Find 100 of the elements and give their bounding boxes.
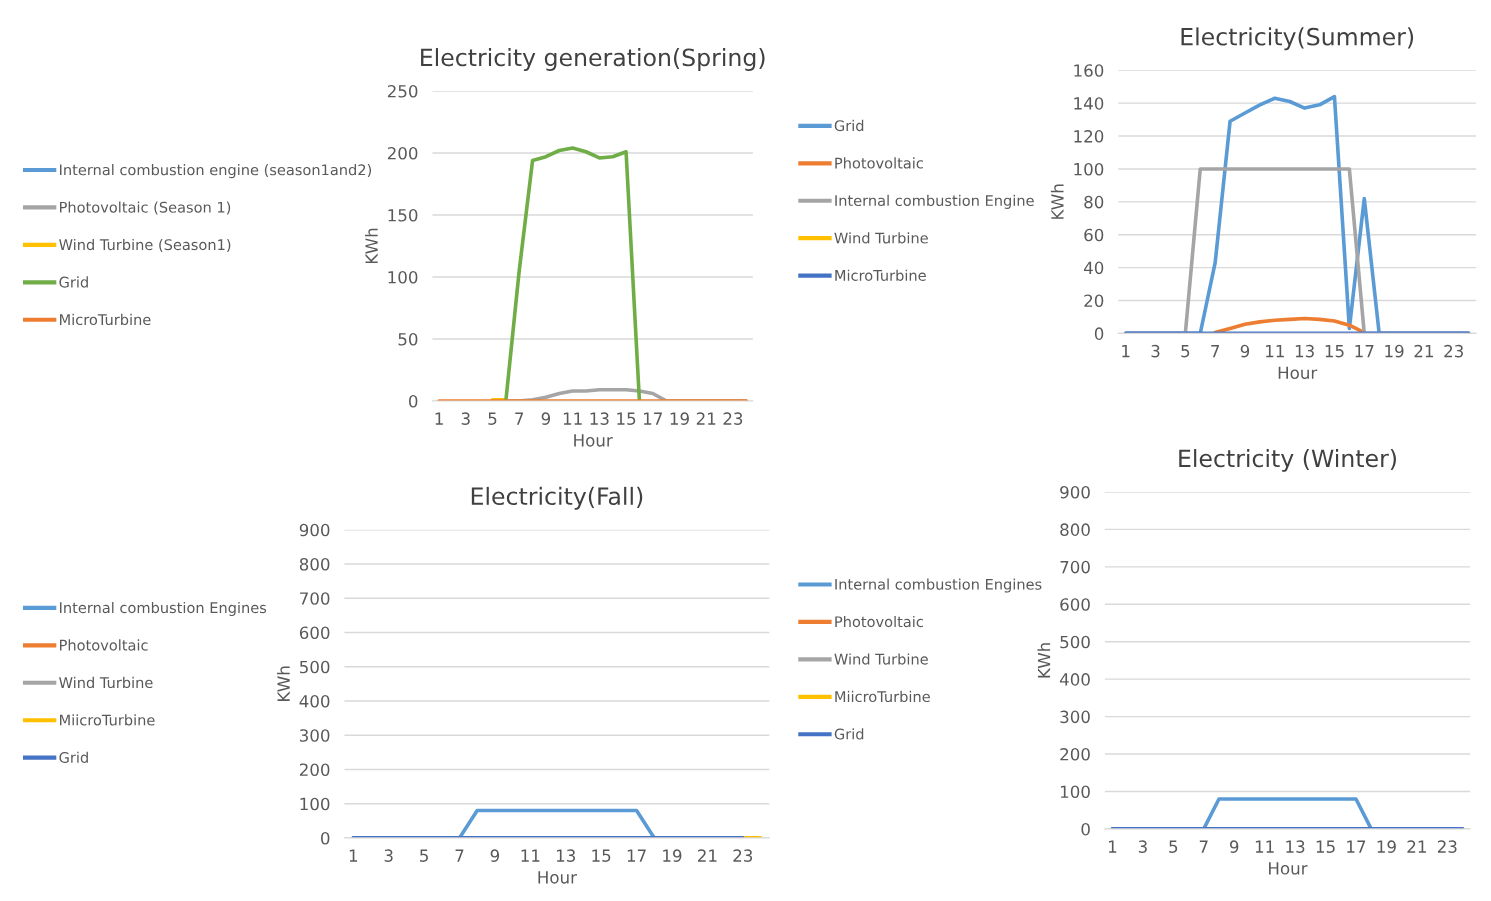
- x-axis-title: Hour: [538, 871, 577, 884]
- x-tick-label: 11: [1255, 840, 1274, 853]
- legend-label: Internal combustion Engine: [835, 194, 1034, 209]
- y-tick-label: 100: [1074, 162, 1104, 176]
- x-tick-label: 21: [1407, 840, 1426, 853]
- y-tick-label: 40: [1083, 261, 1104, 275]
- x-tick-label: 17: [1355, 344, 1374, 358]
- x-tick-label: 7: [1211, 344, 1220, 358]
- y-tick-label: 900: [1060, 485, 1090, 499]
- legend-label: Internal combustion Engines: [60, 601, 267, 617]
- x-tick-label: 1: [349, 849, 358, 862]
- legend-label: Wind Turbine: [834, 232, 928, 244]
- y-tick-label: 140: [1074, 97, 1104, 110]
- chart-title: Electricity generation(Spring): [421, 48, 765, 71]
- x-tick-label: 13: [1295, 344, 1314, 358]
- x-tick-label: 15: [592, 849, 611, 862]
- y-tick-label: 300: [299, 729, 330, 742]
- x-tick-label: 9: [541, 412, 551, 425]
- x-tick-label: 21: [1414, 344, 1433, 358]
- y-tick-label: 0: [1094, 327, 1104, 340]
- y-tick-label: 800: [299, 557, 330, 571]
- legend-label: Internal combustion Engines: [835, 578, 1042, 593]
- legend-label: Grid: [59, 751, 88, 763]
- x-tick-label: 1: [1122, 344, 1130, 358]
- x-axis-title: Hour: [1278, 366, 1318, 380]
- legend-label: Wind Turbine (Season1): [59, 238, 231, 252]
- y-tick-label: 700: [1060, 560, 1090, 574]
- y-axis-title: KWh: [1037, 643, 1051, 678]
- legend-label: MiicroTurbine: [835, 690, 930, 703]
- x-tick-label: 3: [1138, 840, 1147, 853]
- x-tick-label: 23: [1437, 840, 1457, 853]
- y-tick-label: 500: [300, 660, 330, 674]
- legend-label: Photovoltaic: [60, 639, 148, 651]
- x-tick-label: 19: [1385, 344, 1404, 358]
- x-tick-label: 1: [435, 412, 443, 425]
- y-tick-label: 600: [299, 626, 330, 640]
- x-tick-label: 5: [1169, 840, 1178, 853]
- chart-title: Electricity (Winter): [1179, 449, 1396, 472]
- x-tick-label: 17: [1347, 840, 1366, 853]
- x-tick-label: 15: [1316, 840, 1335, 853]
- legend-label: MiicroTurbine: [60, 714, 155, 726]
- legend-label: Internal combustion engine (season1and2): [60, 164, 372, 179]
- x-tick-label: 23: [733, 849, 753, 862]
- y-tick-label: 20: [1084, 294, 1104, 308]
- x-tick-label: 9: [1229, 840, 1239, 853]
- x-tick-label: 17: [644, 412, 662, 425]
- y-tick-label: 200: [1060, 748, 1090, 761]
- y-tick-label: 200: [299, 763, 330, 777]
- y-tick-label: 120: [1074, 130, 1104, 143]
- chart-title: Electricity(Summer): [1181, 27, 1414, 51]
- y-tick-label: 150: [388, 208, 418, 222]
- y-tick-label: 100: [388, 270, 418, 284]
- x-tick-label: 13: [590, 412, 609, 425]
- x-tick-label: 7: [515, 412, 524, 425]
- x-tick-label: 23: [1444, 344, 1463, 358]
- y-tick-label: 80: [1084, 195, 1104, 209]
- x-tick-label: 5: [1181, 344, 1190, 358]
- legend-label: Wind Turbine: [834, 653, 928, 665]
- x-tick-label: 3: [1151, 344, 1160, 358]
- x-tick-label: 19: [1377, 840, 1396, 853]
- x-tick-label: 11: [521, 849, 540, 862]
- x-tick-label: 7: [1199, 840, 1208, 853]
- y-axis-title: KWh: [277, 666, 290, 701]
- chart-title: Electricity(Fall): [471, 486, 643, 510]
- x-tick-label: 19: [670, 412, 689, 425]
- x-tick-label: 11: [563, 412, 582, 425]
- legend-label: MicroTurbine: [60, 313, 151, 326]
- y-tick-label: 200: [387, 146, 418, 160]
- y-tick-label: 50: [398, 332, 418, 346]
- x-tick-label: 11: [1266, 344, 1284, 358]
- y-tick-label: 0: [409, 394, 418, 408]
- x-tick-label: 13: [1286, 840, 1305, 853]
- y-tick-label: 100: [1060, 785, 1090, 799]
- y-tick-label: 0: [1081, 822, 1090, 836]
- legend-label: Grid: [834, 119, 864, 132]
- y-axis-title: KWh: [1050, 184, 1064, 219]
- y-tick-label: 600: [1060, 598, 1090, 611]
- x-tick-label: 5: [488, 412, 497, 425]
- x-tick-label: 21: [698, 849, 717, 862]
- y-tick-label: 700: [300, 592, 330, 605]
- legend-label: Grid: [834, 728, 864, 740]
- y-tick-label: 0: [321, 831, 330, 845]
- x-tick-label: 7: [455, 849, 464, 862]
- y-tick-label: 800: [1060, 523, 1090, 536]
- y-tick-label: 160: [1074, 64, 1104, 77]
- x-tick-label: 15: [617, 412, 636, 425]
- x-axis-title: Hour: [574, 434, 613, 447]
- legend-label: Photovoltaic (Season 1): [60, 201, 231, 215]
- x-tick-label: 5: [420, 849, 428, 862]
- x-tick-label: 23: [723, 412, 743, 425]
- y-tick-label: 900: [299, 523, 330, 537]
- y-tick-label: 500: [1060, 635, 1090, 649]
- legend-label: Photovoltaic: [835, 615, 923, 628]
- y-tick-label: 100: [300, 797, 330, 811]
- x-axis-title: Hour: [1269, 862, 1308, 875]
- x-tick-label: 17: [627, 849, 646, 862]
- x-tick-label: 9: [490, 849, 500, 862]
- x-tick-label: 9: [1240, 344, 1250, 358]
- y-axis-title: KWh: [365, 228, 378, 264]
- y-tick-label: 300: [1060, 710, 1090, 724]
